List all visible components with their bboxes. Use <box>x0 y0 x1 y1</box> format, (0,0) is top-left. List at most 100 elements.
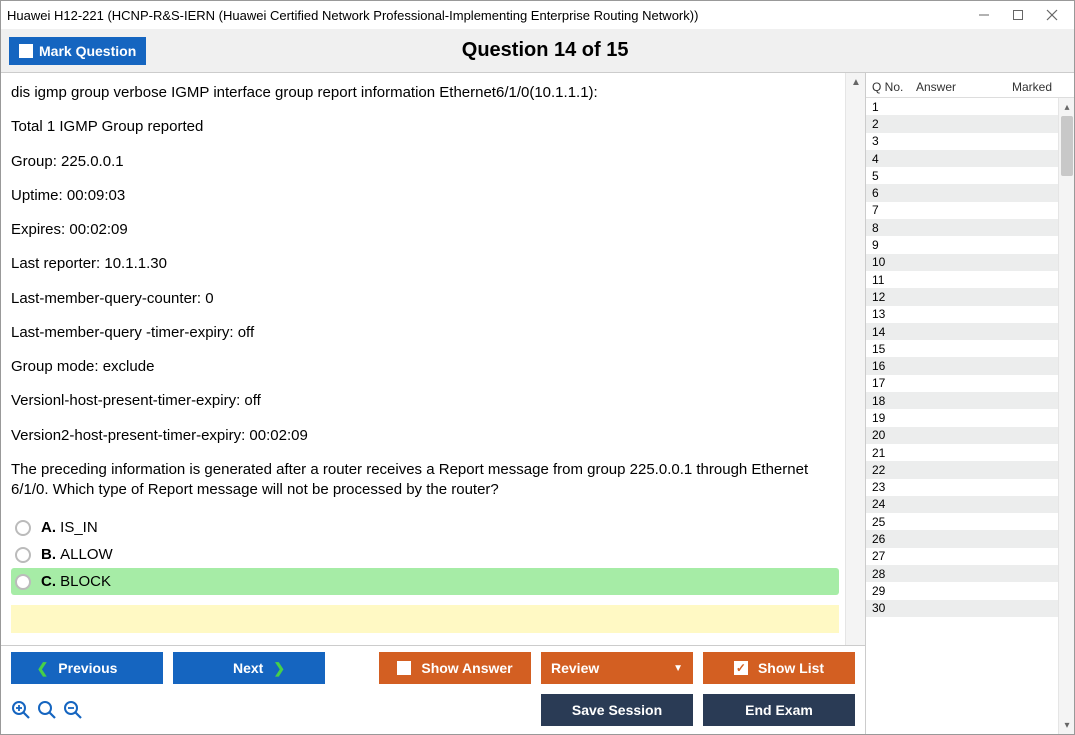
question-line: Group mode: exclude <box>11 357 839 377</box>
question-list-row[interactable]: 21 <box>866 444 1074 461</box>
question-list-row[interactable]: 30 <box>866 600 1074 617</box>
sidebar-scroll-down-icon[interactable]: ▾ <box>1059 716 1074 734</box>
question-number: 9 <box>872 238 916 252</box>
close-icon[interactable] <box>1044 7 1060 23</box>
question-list-row[interactable]: 13 <box>866 306 1074 323</box>
question-list-row[interactable]: 5 <box>866 167 1074 184</box>
radio-icon[interactable] <box>15 574 31 590</box>
option-row[interactable]: B. ALLOW <box>11 541 839 568</box>
question-number: 15 <box>872 342 916 356</box>
question-list-row[interactable]: 3 <box>866 133 1074 150</box>
radio-icon[interactable] <box>15 547 31 563</box>
mark-question-button[interactable]: Mark Question <box>9 37 146 65</box>
question-number: 21 <box>872 446 916 460</box>
question-list-row[interactable]: 15 <box>866 340 1074 357</box>
question-list-row[interactable]: 16 <box>866 357 1074 374</box>
question-list-row[interactable]: 25 <box>866 513 1074 530</box>
col-qno-header: Q No. <box>872 80 916 94</box>
sidebar-scrollbar[interactable]: ▴ ▾ <box>1058 98 1074 734</box>
question-line: Total 1 IGMP Group reported <box>11 117 839 137</box>
minimize-icon[interactable] <box>976 7 992 23</box>
question-list-row[interactable]: 4 <box>866 150 1074 167</box>
titlebar: Huawei H12-221 (HCNP-R&S-IERN (Huawei Ce… <box>1 1 1074 29</box>
question-list-row[interactable]: 8 <box>866 219 1074 236</box>
question-line: Last-member-query -timer-expiry: off <box>11 323 839 343</box>
question-list-row[interactable]: 10 <box>866 254 1074 271</box>
question-scroll-area: dis igmp group verbose IGMP interface gr… <box>1 73 865 645</box>
next-button[interactable]: Next ❯ <box>173 652 325 684</box>
header-bar: Mark Question Question 14 of 15 <box>1 29 1074 73</box>
question-list-body: 1234567891011121314151617181920212223242… <box>866 98 1074 734</box>
show-answer-label: Show Answer <box>421 660 512 676</box>
chevron-left-icon: ❮ <box>37 660 49 677</box>
question-number: 6 <box>872 186 916 200</box>
review-button[interactable]: Review ▼ <box>541 652 693 684</box>
end-exam-button[interactable]: End Exam <box>703 694 855 726</box>
question-list-row[interactable]: 29 <box>866 582 1074 599</box>
question-number: 27 <box>872 549 916 563</box>
zoom-out-icon[interactable] <box>63 700 83 720</box>
question-number: 11 <box>872 273 916 287</box>
option-row[interactable]: A. IS_IN <box>11 514 839 541</box>
question-list-row[interactable]: 14 <box>866 323 1074 340</box>
question-text: dis igmp group verbose IGMP interface gr… <box>11 83 839 500</box>
option-label: C. BLOCK <box>41 573 111 590</box>
radio-icon[interactable] <box>15 520 31 536</box>
question-number: 29 <box>872 584 916 598</box>
zoom-reset-icon[interactable] <box>37 700 57 720</box>
chevron-down-icon: ▼ <box>673 663 683 674</box>
question-list-row[interactable]: 17 <box>866 375 1074 392</box>
question-list-row[interactable]: 22 <box>866 461 1074 478</box>
options-list: A. IS_IN B. ALLOW C. BLOCK <box>11 514 839 595</box>
question-number: 10 <box>872 255 916 269</box>
question-number: 12 <box>872 290 916 304</box>
show-list-label: Show List <box>758 660 824 676</box>
save-session-button[interactable]: Save Session <box>541 694 693 726</box>
main-scrollbar[interactable]: ▲ <box>845 73 865 645</box>
show-answer-checkbox-icon <box>397 661 411 675</box>
question-number: 19 <box>872 411 916 425</box>
option-row[interactable]: C. BLOCK <box>11 568 839 595</box>
question-line: Version2-host-present-timer-expiry: 00:0… <box>11 426 839 446</box>
question-list-row[interactable]: 19 <box>866 409 1074 426</box>
mark-question-label: Mark Question <box>39 43 136 59</box>
question-list-row[interactable]: 12 <box>866 288 1074 305</box>
question-list-row[interactable]: 11 <box>866 271 1074 288</box>
question-number: 1 <box>872 100 916 114</box>
question-number: 26 <box>872 532 916 546</box>
sidebar-scroll-thumb[interactable] <box>1061 116 1073 176</box>
show-answer-button[interactable]: Show Answer <box>379 652 531 684</box>
question-list-row[interactable]: 28 <box>866 565 1074 582</box>
question-number: 14 <box>872 325 916 339</box>
zoom-controls <box>11 700 83 720</box>
zoom-in-icon[interactable] <box>11 700 31 720</box>
info-strip <box>11 605 839 633</box>
question-list-row[interactable]: 2 <box>866 115 1074 132</box>
question-content: dis igmp group verbose IGMP interface gr… <box>1 73 845 645</box>
scroll-up-icon[interactable]: ▲ <box>846 73 866 91</box>
question-list-rows: 1234567891011121314151617181920212223242… <box>866 98 1074 734</box>
question-list-header: Q No. Answer Marked <box>866 77 1074 98</box>
question-list-row[interactable]: 24 <box>866 496 1074 513</box>
window-controls <box>976 7 1068 23</box>
question-list-row[interactable]: 26 <box>866 530 1074 547</box>
question-list-row[interactable]: 9 <box>866 236 1074 253</box>
question-number: 8 <box>872 221 916 235</box>
question-number: 13 <box>872 307 916 321</box>
question-line: Uptime: 00:09:03 <box>11 186 839 206</box>
col-marked-header: Marked <box>1012 80 1068 94</box>
option-label: B. ALLOW <box>41 546 113 563</box>
question-list-row[interactable]: 18 <box>866 392 1074 409</box>
question-list-row[interactable]: 27 <box>866 548 1074 565</box>
question-list-row[interactable]: 6 <box>866 184 1074 201</box>
question-list-row[interactable]: 23 <box>866 479 1074 496</box>
question-list-row[interactable]: 7 <box>866 202 1074 219</box>
question-list-row[interactable]: 1 <box>866 98 1074 115</box>
previous-button[interactable]: ❮ Previous <box>11 652 163 684</box>
question-line: Group: 225.0.0.1 <box>11 152 839 172</box>
question-number: 2 <box>872 117 916 131</box>
sidebar-scroll-up-icon[interactable]: ▴ <box>1059 98 1074 116</box>
question-list-row[interactable]: 20 <box>866 427 1074 444</box>
maximize-icon[interactable] <box>1010 7 1026 23</box>
show-list-button[interactable]: Show List <box>703 652 855 684</box>
